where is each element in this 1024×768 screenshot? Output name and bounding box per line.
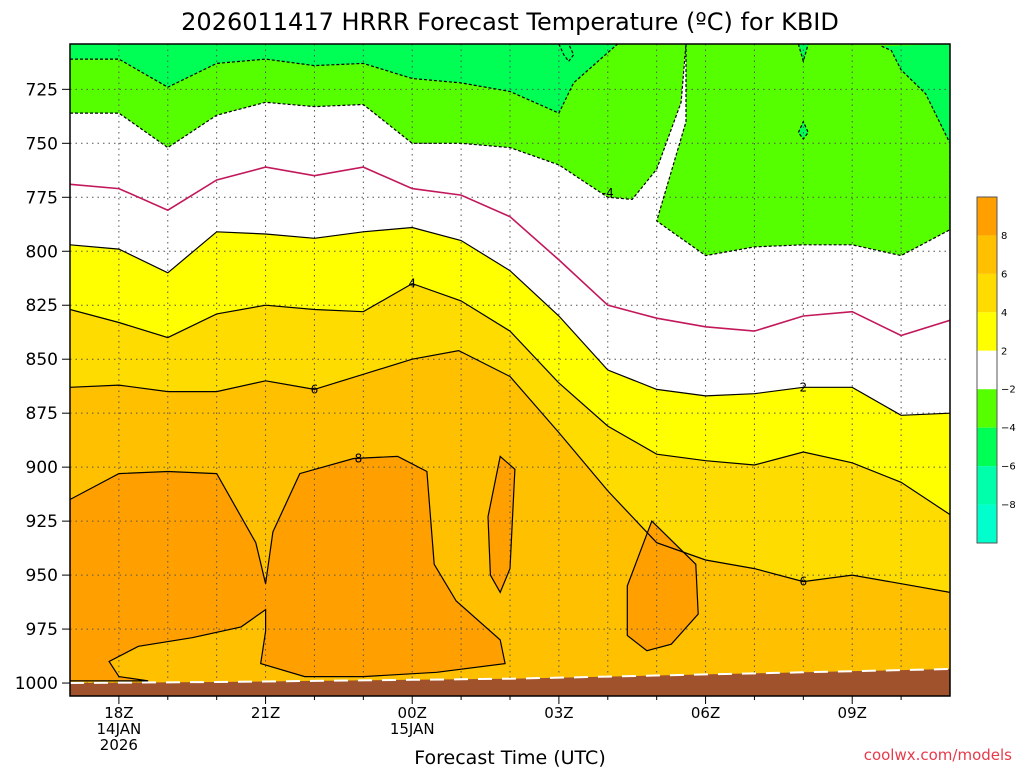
band-minus6-pocket-0 (558, 44, 574, 62)
colorbar-swatch-6 (977, 427, 997, 467)
colorbar-label-2: 4 (1001, 308, 1007, 319)
y-tick-label-975: 975 (26, 620, 58, 640)
contour-label-layer: -4 4 6 8 2 6 (311, 186, 808, 589)
contour-label-1: 4 (408, 277, 416, 291)
band-8-blob-1 (488, 456, 515, 593)
y-tick-label-950: 950 (26, 566, 58, 586)
colorbar-label-0: 8 (1001, 231, 1007, 242)
colorbar-swatch-5 (977, 389, 997, 428)
x-tick-label-24-1: 15JAN (390, 720, 435, 738)
contour-line-6-2 (70, 349, 950, 593)
contour-line--4-9 (70, 44, 618, 114)
colorbar-swatch-2 (977, 273, 997, 313)
y-tick-label-750: 750 (26, 134, 58, 154)
colorbar-swatch-0 (977, 197, 997, 236)
colorbar-label-3: 2 (1001, 346, 1007, 357)
band-minus6-pocket-1 (881, 44, 950, 144)
y-tick-label-725: 725 (26, 80, 58, 100)
contour-label-5: 6 (800, 575, 808, 589)
y-tick-label-775: 775 (26, 188, 58, 208)
colorbar-swatch-4 (977, 350, 997, 390)
contour-layer (70, 44, 950, 682)
contour-line--4-7 (70, 44, 687, 201)
contour-label-3: 8 (355, 452, 363, 466)
x-tick-label-30-0: 06Z (691, 704, 720, 722)
surface-line (70, 668, 950, 684)
x-tick-label-27-0: 03Z (544, 704, 573, 722)
colorbar-frame (976, 196, 998, 544)
contour-line--4-8 (656, 44, 950, 257)
contour-line-4-1 (70, 282, 950, 516)
credit-link[interactable]: coolwx.com/models (864, 746, 1012, 764)
contour-line--6-12 (797, 120, 809, 140)
colorbar-label-1: 6 (1001, 269, 1007, 280)
x-tick-label-18-1: 14JAN (97, 720, 142, 738)
x-tick-label-18-0: 18Z (104, 704, 133, 722)
contour-label-4: 2 (800, 380, 808, 394)
band-minus6-pocket-3 (798, 44, 809, 62)
colorbar-swatch-3 (977, 312, 997, 351)
band-8-blob-2 (627, 521, 699, 651)
contour-line-2-0 (70, 226, 950, 416)
contour-label-2: 6 (311, 382, 319, 396)
y-tick-label-1000: 1000 (15, 674, 58, 694)
x-tick-label-21-0: 21Z (251, 704, 280, 722)
chart-title: 2026011417 HRRR Forecast Temperature (ºC… (181, 8, 839, 36)
y-tick-label-825: 825 (26, 296, 58, 316)
y-axis: 725 750 775 800 825 850 875 900 925 950 975 1000 (15, 80, 70, 694)
y-tick-label-925: 925 (26, 512, 58, 532)
contour-line-8-5 (626, 520, 699, 652)
y-tick-label-850: 850 (26, 350, 58, 370)
colorbar: 8 6 4 2 −2 −4 −6 −8 (976, 196, 1016, 544)
contour-line--6-10 (558, 44, 575, 63)
contour-line--6-11 (881, 45, 950, 144)
contour-line-8-3 (70, 455, 506, 682)
x-tick-label-18-2: 2026 (100, 736, 138, 754)
colorbar-swatch-8 (977, 504, 997, 543)
colorbar-swatch-7 (977, 466, 997, 505)
contour-line--2-6 (70, 166, 950, 337)
colorbar-label-6: −6 (1001, 462, 1016, 473)
contour-label-0: -4 (602, 186, 614, 200)
contour-line--6-13 (797, 44, 809, 64)
x-tick-label-24-0: 00Z (398, 704, 427, 722)
colorbar-label-5: −4 (1001, 423, 1016, 434)
terrain-ground (70, 669, 950, 696)
y-tick-label-800: 800 (26, 242, 58, 262)
colorbar-swatch-1 (977, 235, 997, 274)
y-tick-label-875: 875 (26, 404, 58, 424)
band-minus6-pocket-2 (798, 121, 809, 139)
y-tick-label-900: 900 (26, 458, 58, 478)
x-axis-title: Forecast Time (UTC) (414, 747, 605, 768)
band-8-blob-0 (70, 456, 506, 681)
x-tick-label-33-0: 09Z (838, 704, 867, 722)
contour-line-8-4 (487, 455, 516, 594)
colorbar-label-4: −2 (1001, 385, 1016, 396)
colorbar-label-7: −8 (1001, 500, 1016, 511)
grid-layer (70, 44, 950, 696)
terrain-layer (70, 668, 950, 696)
